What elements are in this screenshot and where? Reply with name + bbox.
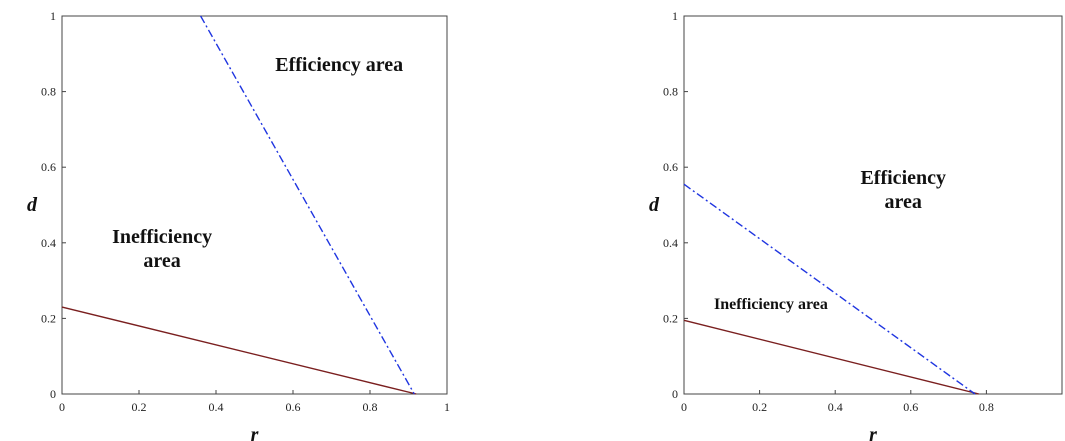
y-axis-title: d xyxy=(27,194,38,216)
x-tick-label: 0.8 xyxy=(979,400,994,414)
area-annotation: Efficiency area xyxy=(275,54,403,76)
y-tick-label: 0.2 xyxy=(41,311,56,325)
x-tick-label: 0.2 xyxy=(752,400,767,414)
chart-left: 0 0.2 0.4 0.6 0.8 1 0 0.2 0.4 0.6 0.8 1 d r Efficiency… xyxy=(27,9,450,441)
plot-frame xyxy=(683,15,1063,395)
dashdot-boundary-line xyxy=(683,183,976,395)
solid-boundary-line xyxy=(61,306,417,395)
area-annotation: Inefficiency area xyxy=(112,226,212,272)
area-annotation-line: Efficiency xyxy=(860,167,946,189)
y-tick-label: 0.8 xyxy=(663,85,678,99)
plot-frame xyxy=(61,15,448,395)
y-tick-label: 0 xyxy=(50,387,56,401)
area-annotation: Efficiency area xyxy=(860,167,946,213)
area-annotation-line: Efficiency area xyxy=(275,54,403,76)
y-tick-label: 0.2 xyxy=(663,311,678,325)
y-tick-label: 1 xyxy=(50,9,56,23)
area-annotation-line: Inefficiency xyxy=(112,226,212,248)
x-tick-label: 0 xyxy=(681,400,687,414)
y-tick-label: 0.4 xyxy=(41,236,56,250)
area-annotation-line: area xyxy=(143,250,180,272)
y-tick-label: 0.6 xyxy=(663,160,678,174)
area-annotation-line: area xyxy=(885,191,922,213)
chart-right: 0 0.2 0.4 0.6 0.8 0 0.2 0.4 0.6 0.8 1 d r Efficiency a… xyxy=(649,9,1063,441)
y-tick-label: 0.4 xyxy=(663,236,678,250)
x-axis-title: r xyxy=(869,424,877,441)
x-tick-label: 0.2 xyxy=(132,400,147,414)
y-tick-label: 1 xyxy=(672,9,678,23)
x-tick-label: 0.4 xyxy=(828,400,843,414)
x-tick-label: 0.6 xyxy=(286,400,301,414)
y-tick-label: 0.8 xyxy=(41,85,56,99)
y-tick-label: 0 xyxy=(672,387,678,401)
y-tick-label: 0.6 xyxy=(41,160,56,174)
x-axis-title: r xyxy=(251,424,259,441)
area-annotation-line: Inefficiency area xyxy=(714,296,828,313)
area-annotation: Inefficiency area xyxy=(714,296,828,313)
x-tick-label: 0.8 xyxy=(363,400,378,414)
x-tick-label: 1 xyxy=(444,400,450,414)
x-tick-label: 0.6 xyxy=(903,400,918,414)
x-tick-label: 0 xyxy=(59,400,65,414)
x-tick-label: 0.4 xyxy=(209,400,224,414)
solid-boundary-line xyxy=(683,319,980,395)
y-axis-title: d xyxy=(649,194,660,216)
